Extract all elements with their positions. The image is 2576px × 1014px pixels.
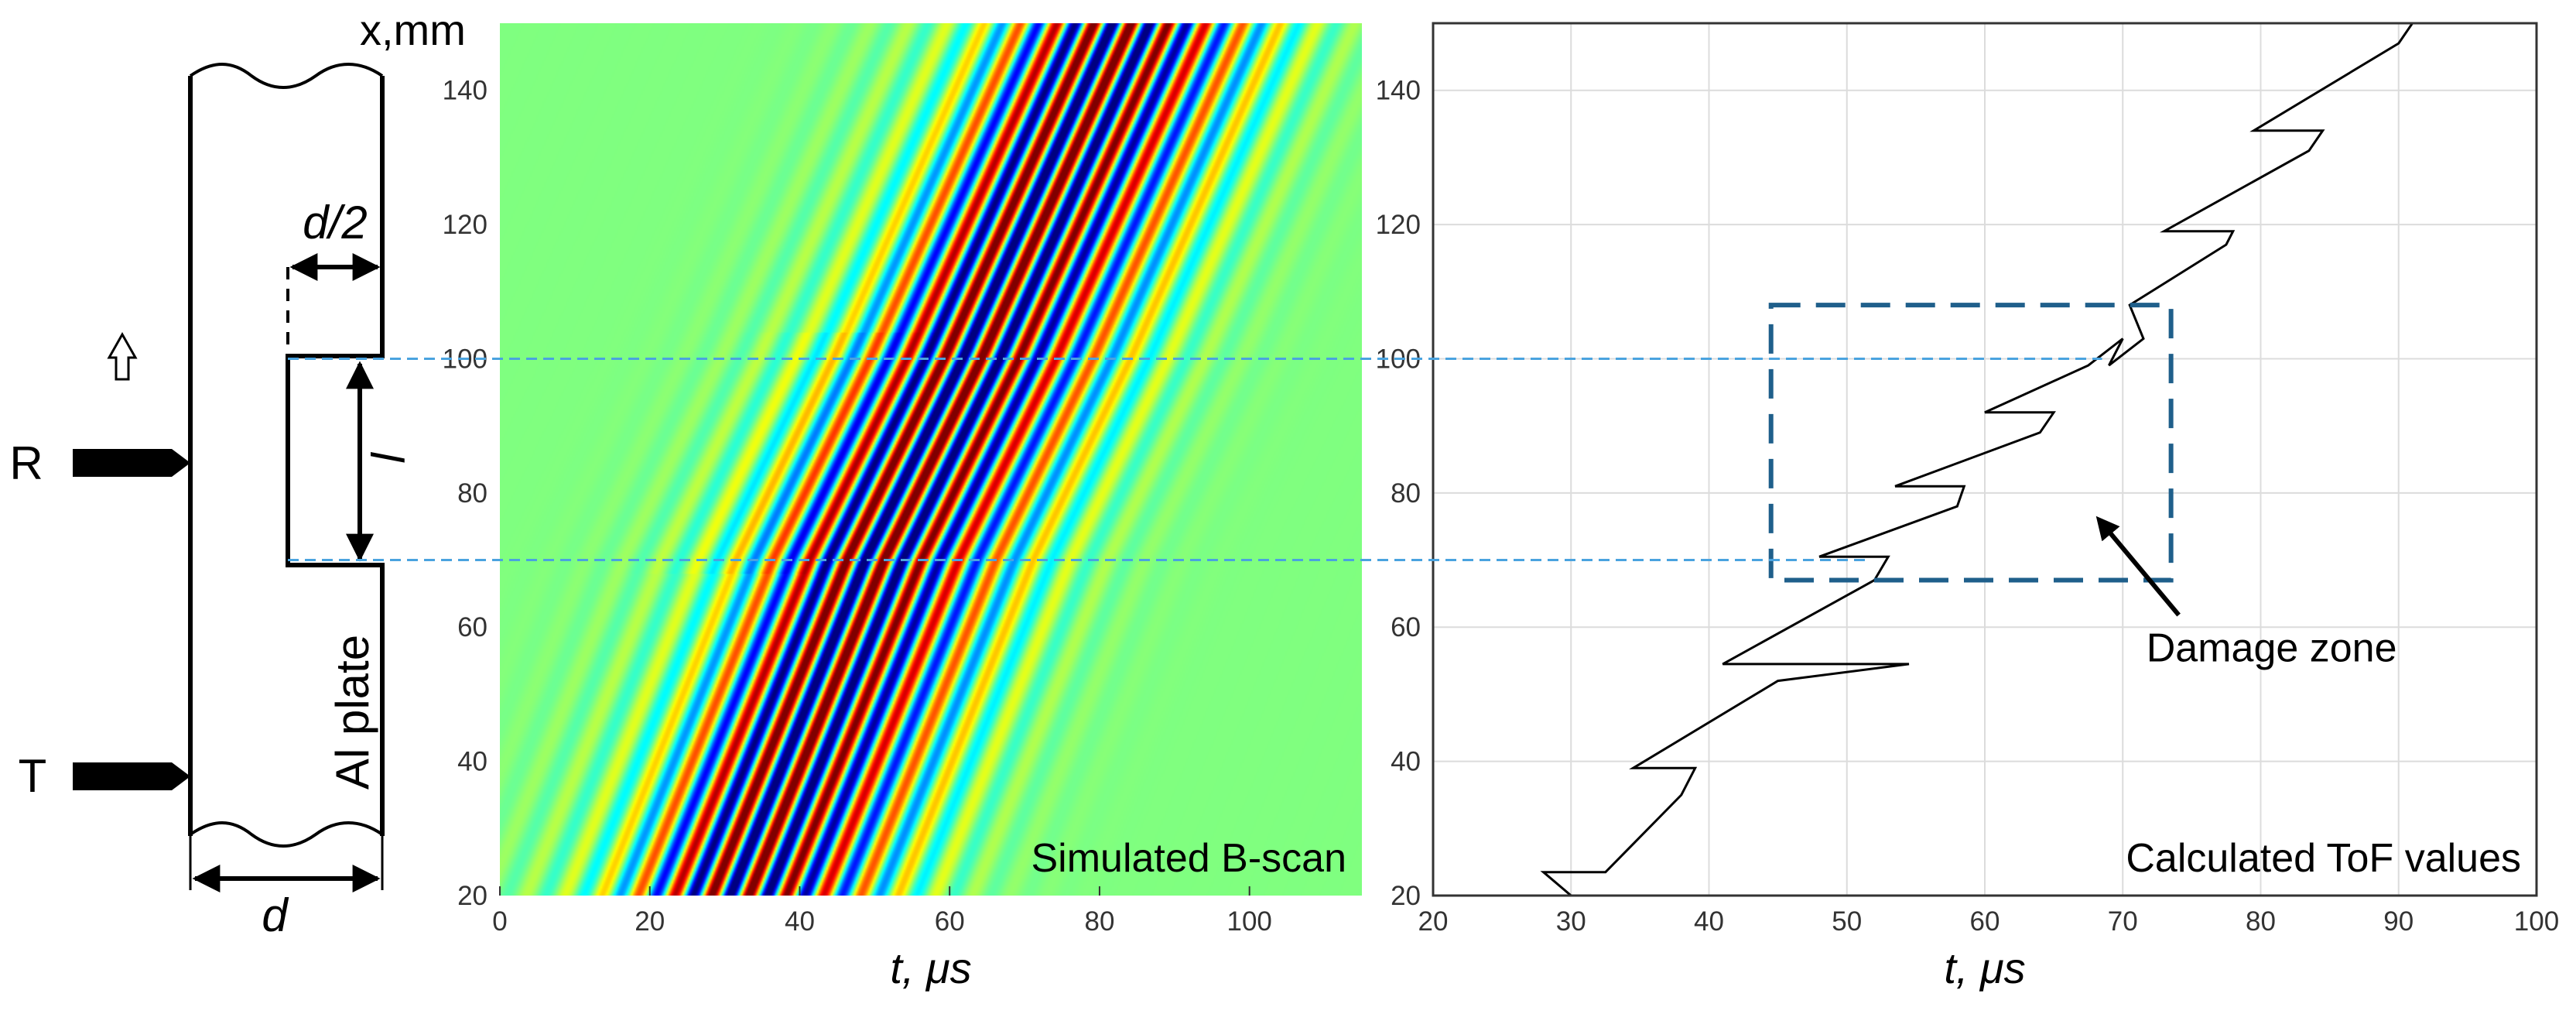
bscan-x-tick-label: 0 <box>492 906 507 937</box>
bscan-y-tick-label: 80 <box>457 478 487 509</box>
transmitter-transducer-icon <box>73 762 190 790</box>
tof-chart: Damage zone 20 30 40 50 60 70 80 90 100 20 40 60 80 1… <box>1376 22 2559 992</box>
tof-y-tick-label: 60 <box>1391 612 1421 642</box>
tof-x-axis-label: t, μs <box>1944 944 2025 992</box>
bscan-x-axis-label: t, μs <box>890 944 971 992</box>
plate-bottom-break <box>189 821 384 848</box>
tof-title: Calculated ToF values <box>2126 836 2521 881</box>
bscan-y-tick-label: 40 <box>457 747 487 777</box>
tof-annotations: Damage zone <box>1768 303 2397 671</box>
direction-up-arrow-icon <box>107 331 138 381</box>
tof-series <box>1540 22 2415 897</box>
tof-x-tick-label: 20 <box>1418 906 1449 937</box>
damage-length-label: l <box>363 452 415 464</box>
transmitter-label: T <box>19 750 47 802</box>
bscan-y-tick-label: 20 <box>457 881 487 911</box>
tof-plot-frame <box>1432 22 2538 897</box>
tof-y-tick-label: 20 <box>1391 881 1421 911</box>
bscan-y-tick-label: 140 <box>443 76 487 106</box>
tof-x-tick-label: 50 <box>1832 906 1862 937</box>
tof-x-tick-label: 80 <box>2246 906 2276 937</box>
bscan-y-tick-label: 120 <box>443 210 487 240</box>
plate-right-edge-with-notch <box>286 76 385 836</box>
y-axis-label: x,mm <box>360 5 466 54</box>
guides <box>288 357 2102 562</box>
bscan-x-tick-label: 40 <box>785 906 815 937</box>
damage-zone-box <box>1768 303 2174 583</box>
thickness-label: d <box>262 889 289 941</box>
tof-line <box>1540 22 2415 897</box>
tof-x-tick-label: 30 <box>1556 906 1586 937</box>
bscan-y-tick-label: 60 <box>457 612 487 642</box>
receiver-label: R <box>9 437 43 489</box>
bscan-heatmap <box>500 23 1362 896</box>
plate-diagram: R T d/2 d l Al plate <box>9 63 415 941</box>
plate-top-break <box>189 63 384 89</box>
tof-x-tick-label: 60 <box>1970 906 2000 937</box>
damage-zone-label: Damage zone <box>2147 626 2397 671</box>
tof-x-tick-label: 40 <box>1694 906 1724 937</box>
bscan-x-tick-label: 20 <box>635 906 665 937</box>
receiver-transducer-icon <box>73 449 190 477</box>
bscan-x-tick-label: 60 <box>935 906 965 937</box>
tof-y-tick-label: 120 <box>1376 210 1421 240</box>
tof-y-tick-label: 140 <box>1376 76 1421 106</box>
bscan-x-tick-label: 100 <box>1226 906 1271 937</box>
bscan-x-tick-label: 80 <box>1084 906 1114 937</box>
plate-label: Al plate <box>327 635 378 790</box>
tof-x-tick-label: 90 <box>2383 906 2414 937</box>
tof-y-tick-label: 40 <box>1391 747 1421 777</box>
damage-zone-arrow <box>2095 516 2181 617</box>
tof-x-tick-label: 100 <box>2514 906 2559 937</box>
half-thickness-label: d/2 <box>303 197 367 248</box>
tof-x-tick-label: 70 <box>2108 906 2138 937</box>
bscan-title: Simulated B-scan <box>1031 836 1346 881</box>
tof-y-tick-label: 80 <box>1391 478 1421 509</box>
